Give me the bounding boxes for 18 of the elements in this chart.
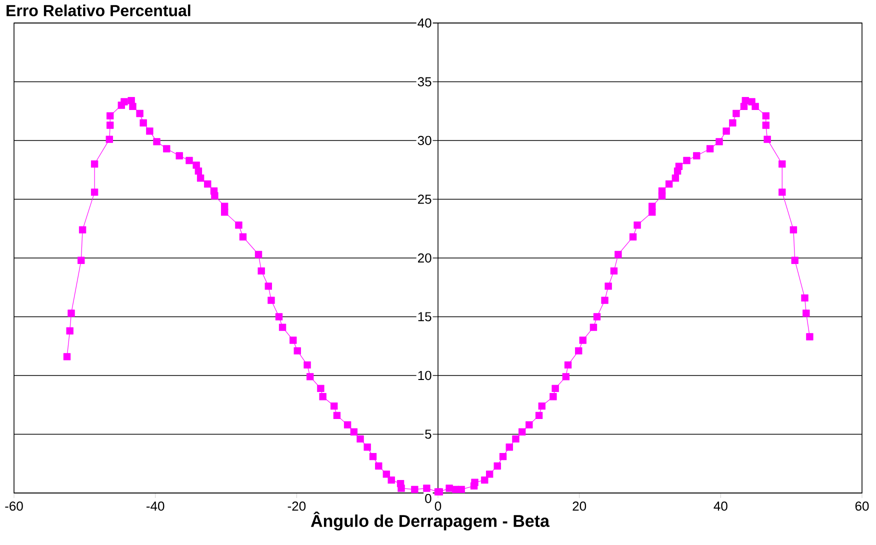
y-tick-label: 15 [418,312,432,322]
y-tick-label: 25 [418,194,432,204]
x-tick-label: 60 [855,502,869,511]
x-tick-label: 20 [572,502,586,511]
y-tick-label: 5 [425,430,432,439]
y-tick-label: 0 [425,494,432,504]
x-tick-label: 0 [434,502,442,511]
x-tick-label: -60 [5,502,23,511]
y-tick-label: 10 [418,370,432,380]
x-axis-title: Ângulo de Derrapagem - Beta [310,512,550,530]
x-tick-label: -40 [146,502,164,511]
y-tick-label: 35 [418,77,432,86]
y-tick-label: 20 [418,253,432,263]
x-tick-label: 40 [714,502,728,511]
y-tick-label: 30 [418,136,432,146]
chart-title: Erro Relativo Percentual [6,4,190,16]
x-tick-label: -20 [288,502,306,511]
y-tick-label: 40 [418,18,432,28]
